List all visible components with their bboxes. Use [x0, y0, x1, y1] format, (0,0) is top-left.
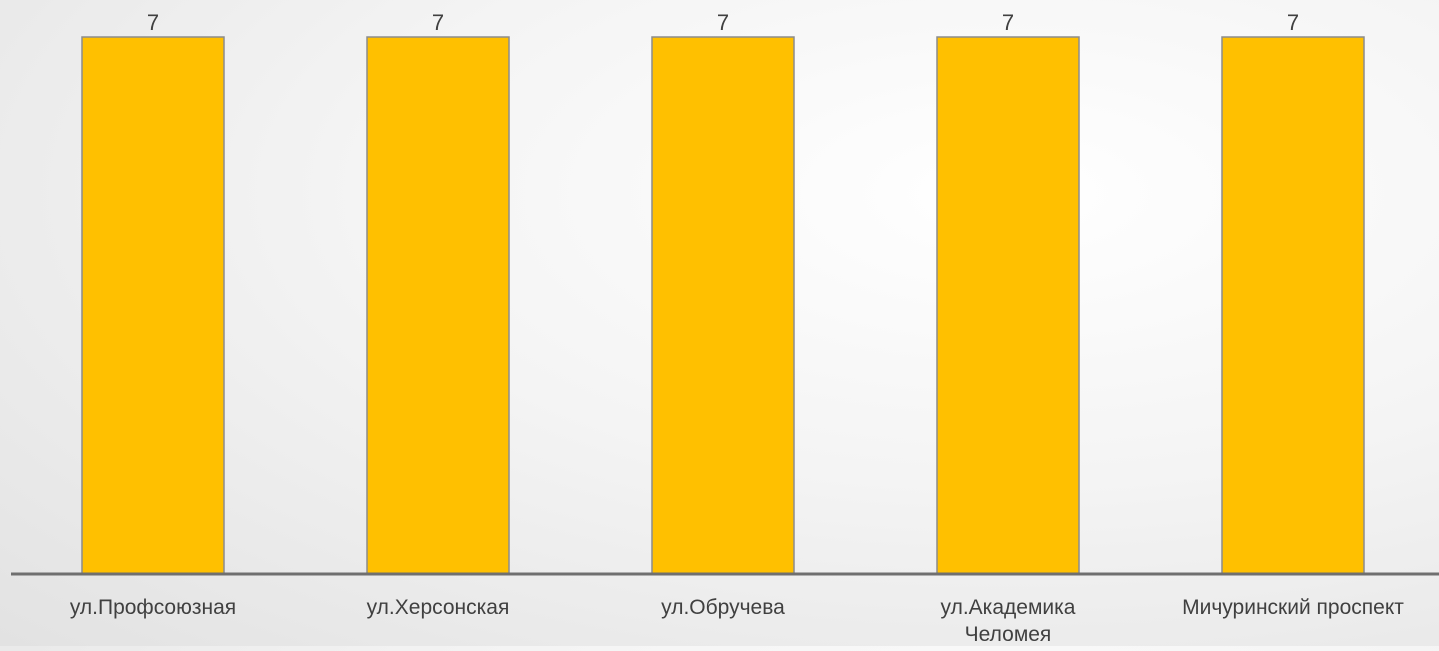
x-tick-label-2: ул.Херсонская: [367, 596, 510, 619]
bar-2: [366, 36, 510, 575]
data-label-1: 7: [147, 10, 159, 35]
bars-layer: [81, 36, 1365, 575]
data-label-5: 7: [1287, 10, 1299, 35]
x-tick-label-3: ул.Обручева: [661, 596, 785, 619]
x-tick-label-4: ул.Академика Челомея: [941, 596, 1076, 646]
data-label-2: 7: [432, 10, 444, 35]
data-labels-layer: 7 7 7 7 7: [147, 10, 1299, 35]
bar-3: [651, 36, 795, 575]
bar-1: [81, 36, 225, 575]
x-tick-label-5: Мичуринский проспект: [1182, 596, 1404, 619]
x-tick-labels-layer: ул.Профсоюзная ул.Херсонская ул.Обручева ул…: [70, 596, 1404, 646]
data-label-3: 7: [717, 10, 729, 35]
bar-5: [1221, 36, 1365, 575]
data-label-4: 7: [1002, 10, 1014, 35]
bar-4: [936, 36, 1080, 575]
x-tick-label-1: ул.Профсоюзная: [70, 596, 236, 619]
